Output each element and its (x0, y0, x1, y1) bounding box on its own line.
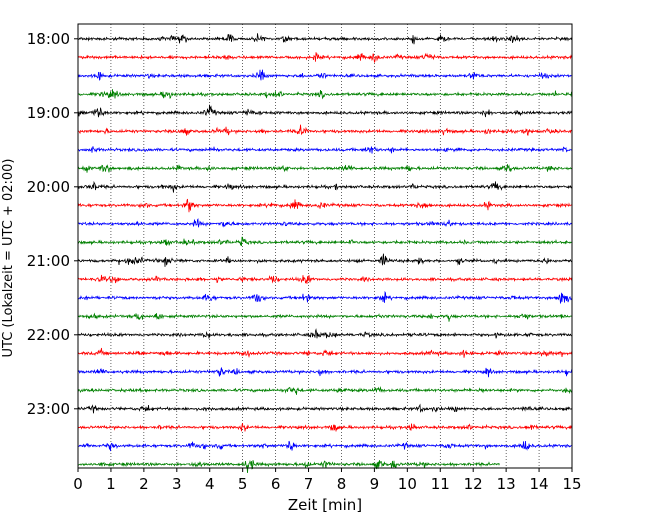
x-tick-label: 6 (271, 475, 281, 493)
x-tick-label: 14 (530, 475, 549, 493)
y-tick-label: 23:00 (27, 400, 70, 418)
x-tick-label: 15 (562, 475, 581, 493)
plot-frame (77, 23, 573, 469)
trace-2000 (77, 180, 573, 193)
y-tick-label: 18:00 (27, 30, 70, 48)
x-tick-label: 13 (497, 475, 516, 493)
trace-1830 (77, 69, 573, 81)
y-tick-label: 19:00 (27, 104, 70, 122)
seismic-traces (77, 33, 573, 473)
trace-2130 (77, 290, 573, 304)
trace-1930 (77, 146, 573, 154)
x-tick-label: 3 (172, 475, 182, 493)
trace-2045 (77, 236, 573, 247)
trace-1945 (77, 164, 573, 173)
trace-2245 (77, 385, 573, 395)
trace-1845 (77, 89, 573, 100)
trace-1800 (77, 33, 573, 45)
x-tick-label: 10 (398, 475, 417, 493)
trace-1815 (77, 52, 573, 63)
x-tick-label: 7 (304, 475, 314, 493)
trace-2315 (77, 423, 573, 432)
x-tick-label: 1 (106, 475, 116, 493)
x-tick-label: 12 (464, 475, 483, 493)
x-tick-label: 9 (370, 475, 380, 493)
trace-2200 (77, 328, 573, 339)
x-tick-label: 11 (431, 475, 450, 493)
trace-2115 (77, 274, 573, 284)
trace-2345 (77, 459, 500, 473)
y-axis-label: UTC (Lokalzeit = UTC + 02:00) (1, 159, 16, 358)
trace-2230 (77, 367, 573, 378)
x-tick-label: 2 (139, 475, 149, 493)
trace-2030 (77, 218, 573, 228)
y-tick-label: 21:00 (27, 252, 70, 270)
x-tick-label: 0 (73, 475, 83, 493)
trace-2215 (77, 347, 573, 358)
trace-1915 (77, 124, 573, 136)
y-axis: 18:00 19:00 20:00 21:00 22:00 23:00 (27, 30, 78, 418)
x-tick-label: 4 (205, 475, 215, 493)
x-axis: 0 1 2 3 4 5 6 7 8 9 10 11 12 13 14 15 (73, 468, 582, 493)
grid-lines (110, 24, 540, 468)
y-tick-label: 22:00 (27, 326, 70, 344)
x-tick-label: 5 (238, 475, 248, 493)
x-tick-label: 8 (337, 475, 347, 493)
trace-2145 (77, 312, 573, 322)
x-axis-label: Zeit [min] (288, 496, 362, 514)
trace-2300 (77, 403, 573, 414)
trace-1900 (77, 104, 573, 118)
y-tick-label: 20:00 (27, 178, 70, 196)
trace-2100 (77, 253, 573, 267)
trace-2330 (77, 440, 573, 452)
trace-2015 (77, 198, 573, 213)
